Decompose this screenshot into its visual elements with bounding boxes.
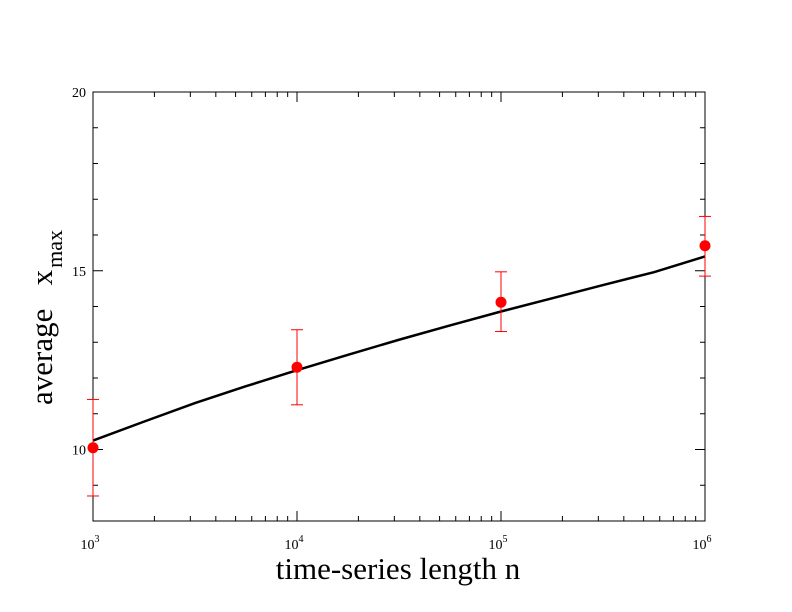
y-axis-title: average xmax [24, 230, 67, 405]
x-tick-label-base: 10 [489, 538, 503, 553]
x-tick-label: 104 [285, 534, 304, 553]
x-axis-title: time-series length n [276, 551, 521, 586]
x-tick-label-exponent: 4 [299, 534, 304, 545]
data-point-group [495, 271, 507, 333]
x-tick-label-base: 10 [81, 538, 95, 553]
data-point [495, 296, 507, 308]
data-point [291, 361, 303, 373]
fit-line [92, 255, 706, 442]
x-tick-label-exponent: 5 [503, 534, 508, 545]
x-tick-label: 106 [693, 534, 712, 553]
x-tick-label-base: 10 [285, 538, 299, 553]
x-tick-label-exponent: 6 [707, 534, 712, 545]
y-axis-title-subscript: max [42, 230, 67, 268]
data-point-group [699, 215, 711, 277]
y-tick-label: 10 [72, 444, 86, 459]
y-tick-label: 15 [72, 265, 86, 280]
data-point [699, 240, 711, 252]
data-point-group [291, 329, 303, 406]
x-tick-label: 103 [81, 534, 100, 553]
data-point-group [87, 398, 99, 497]
y-axis-title-main: average x [24, 269, 59, 405]
y-tick-label: 20 [72, 86, 86, 101]
x-tick-label-base: 10 [693, 538, 707, 553]
data-point [87, 442, 99, 454]
x-tick-label: 105 [489, 534, 508, 553]
x-tick-label-exponent: 3 [95, 534, 100, 545]
